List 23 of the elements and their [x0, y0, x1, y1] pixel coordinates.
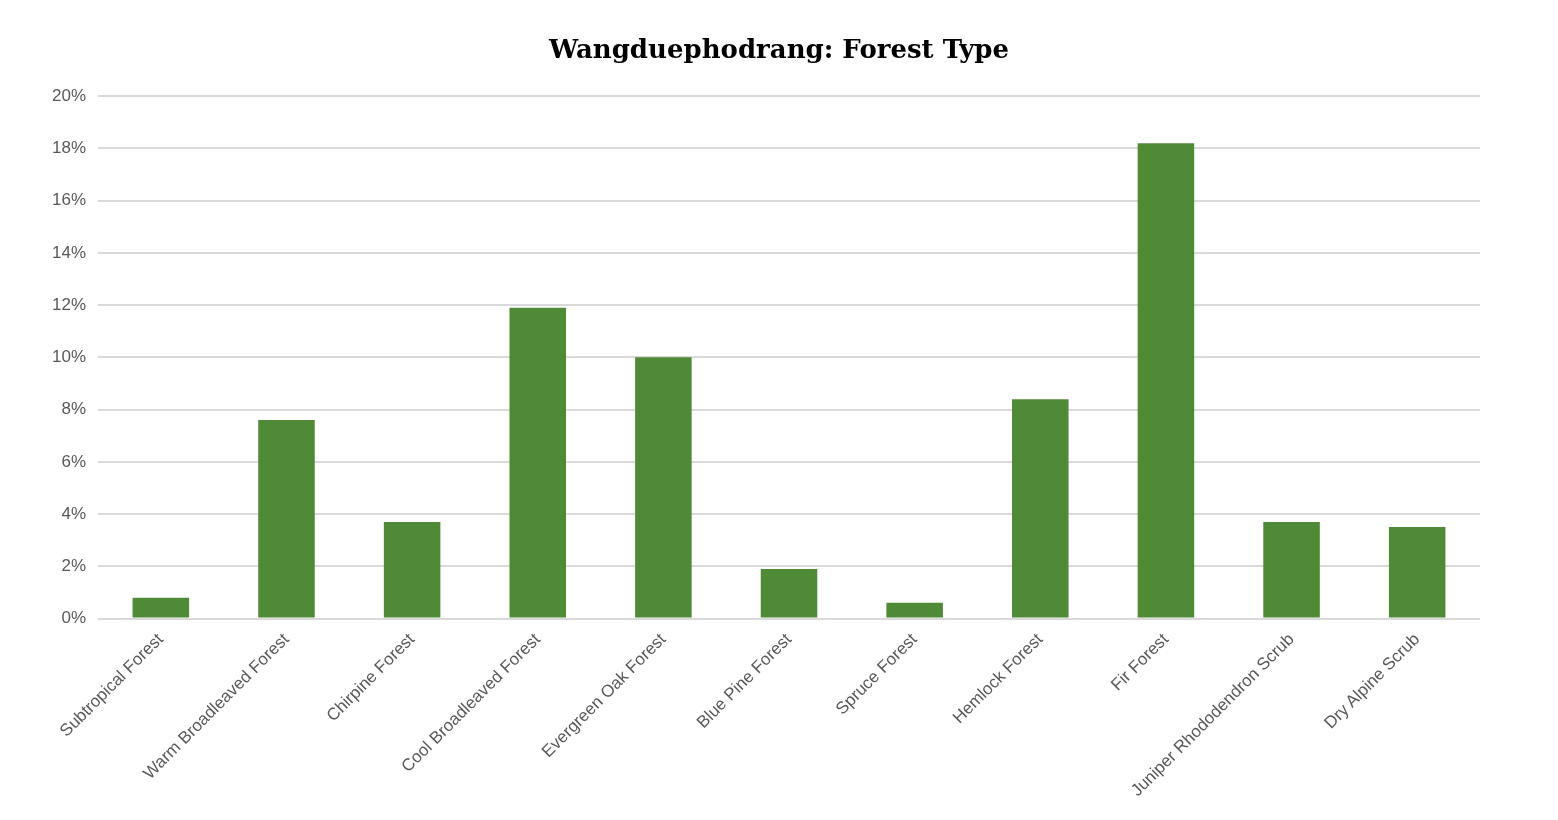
bar [1137, 143, 1195, 618]
y-tick-label: 8% [61, 399, 87, 419]
bar [886, 602, 943, 618]
bar [1263, 521, 1320, 618]
y-tick-label: 2% [61, 555, 87, 575]
y-tick-label: 0% [61, 608, 87, 628]
bar [635, 357, 692, 618]
bar [132, 597, 190, 618]
y-tick-label: 16% [51, 190, 87, 210]
y-tick-label: 18% [51, 138, 87, 158]
y-tick-label: 10% [51, 347, 87, 367]
y-tick-label: 4% [61, 503, 87, 523]
y-tick-label: 20% [51, 85, 87, 105]
bar [258, 420, 315, 618]
y-tick-label: 6% [61, 451, 87, 471]
bar [760, 568, 818, 618]
bar [1012, 399, 1069, 618]
y-tick-label: 14% [51, 242, 87, 262]
y-tick-label: 12% [51, 294, 87, 314]
bar [383, 521, 441, 618]
chart-title: Wangduephodrang: Forest Type [547, 34, 1010, 66]
bar [509, 307, 567, 618]
bar [1388, 527, 1446, 618]
